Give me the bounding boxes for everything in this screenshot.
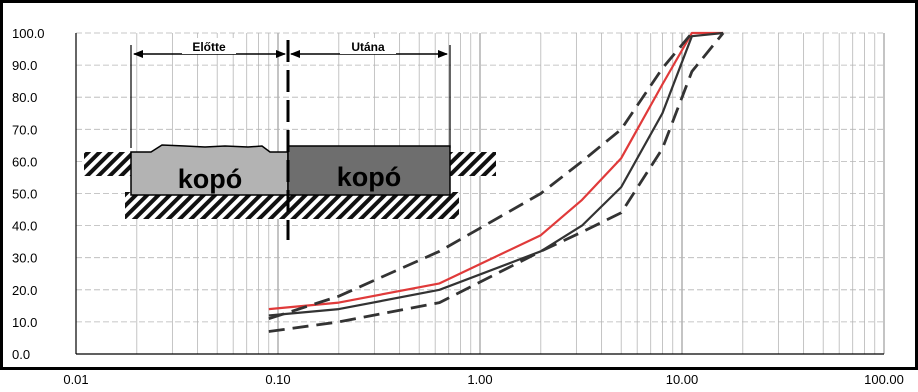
x-tick-label: 0.01 [63,372,88,387]
before-label: Előtte [192,40,226,54]
hatched-base [125,192,459,219]
left-block-label: kopó [178,164,243,194]
y-tick-label: 80.0 [12,90,37,105]
series-line-3 [268,32,693,321]
after-arrowhead-right [438,50,448,58]
y-tick-label: 60.0 [12,154,37,169]
y-tick-label: 100.0 [12,26,45,41]
x-tick-label: 0.10 [265,372,290,387]
new-surface-layer [287,145,451,196]
y-tick-label: 0.0 [12,347,30,362]
y-tick-label: 50.0 [12,187,37,202]
chart-frame [0,0,918,370]
hatched-left-shoulder [84,152,132,176]
series-line-2 [268,31,724,317]
after-label-bg [340,38,396,54]
x-tick-label: 1.00 [467,372,492,387]
after-arrowhead-left [290,50,300,58]
before-arrowhead-left [133,50,143,58]
after-label: Utána [351,40,385,54]
x-tick-label: 10.00 [666,372,699,387]
y-tick-label: 40.0 [12,219,37,234]
y-tick-label: 90.0 [12,58,37,73]
series-line-4 [268,32,725,333]
y-tick-label: 30.0 [12,251,37,266]
y-tick-label: 20.0 [12,283,37,298]
hatched-right-shoulder [450,152,496,176]
before-arrowhead-right [276,50,286,58]
x-tick-label: 100.00 [864,372,904,387]
before-label-bg [182,38,236,54]
y-tick-label: 70.0 [12,122,37,137]
right-block-label: kopó [337,162,402,192]
y-tick-label: 10.0 [12,315,37,330]
series-line-1 [268,31,724,311]
